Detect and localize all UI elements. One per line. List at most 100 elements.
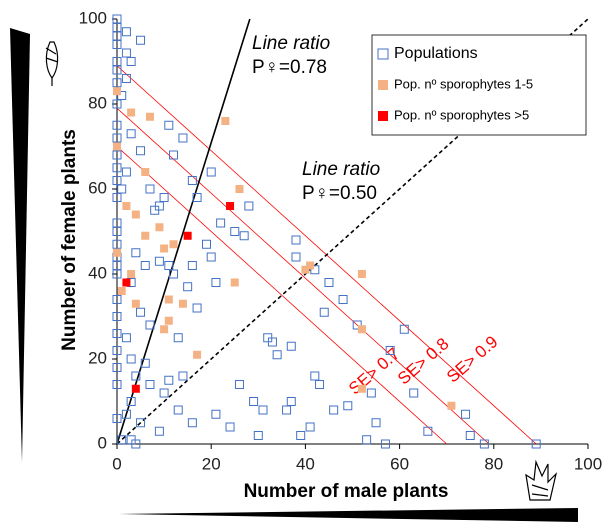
point bbox=[121, 48, 131, 58]
ratio-value-label: P♀=0.78 bbox=[252, 57, 327, 78]
point bbox=[145, 320, 155, 330]
point bbox=[206, 167, 216, 177]
point bbox=[112, 380, 122, 389]
point bbox=[249, 397, 259, 406]
point bbox=[447, 401, 456, 410]
point bbox=[211, 278, 221, 287]
point bbox=[258, 405, 268, 415]
x-tick-label: 0 bbox=[112, 454, 121, 473]
point bbox=[338, 295, 348, 304]
point bbox=[112, 193, 122, 202]
point bbox=[263, 333, 273, 343]
point bbox=[399, 324, 409, 334]
y-axis-label: Number of female plants bbox=[59, 129, 80, 351]
point bbox=[201, 239, 211, 249]
y-tick-label: 80 bbox=[88, 93, 107, 112]
point bbox=[136, 35, 146, 45]
point bbox=[117, 435, 127, 445]
point bbox=[127, 108, 136, 117]
point bbox=[112, 163, 122, 173]
se-line bbox=[116, 107, 490, 445]
point bbox=[310, 265, 320, 275]
legend-label: Pop. nº sporophytes >5 bbox=[394, 107, 529, 122]
point bbox=[131, 299, 140, 308]
point bbox=[159, 388, 169, 398]
point bbox=[164, 295, 173, 304]
ratio-value-label: P♀=0.50 bbox=[302, 183, 377, 204]
point bbox=[319, 307, 329, 317]
point bbox=[154, 201, 164, 211]
point bbox=[296, 431, 306, 440]
point bbox=[164, 120, 174, 130]
x-tick-label: 20 bbox=[202, 454, 221, 473]
point bbox=[126, 57, 136, 66]
point bbox=[183, 231, 192, 240]
point bbox=[112, 329, 122, 338]
point bbox=[178, 371, 188, 381]
point bbox=[159, 193, 169, 202]
point bbox=[131, 248, 141, 258]
point bbox=[230, 278, 239, 287]
se-label: SE> 0.7 bbox=[345, 344, 403, 398]
point bbox=[211, 409, 221, 419]
point bbox=[126, 129, 136, 139]
x-tick-label: 60 bbox=[390, 454, 409, 473]
point bbox=[371, 418, 381, 428]
point bbox=[121, 74, 131, 83]
legend-label: Populations bbox=[394, 45, 478, 62]
ratio-line bbox=[116, 18, 251, 445]
point bbox=[531, 439, 541, 449]
point bbox=[126, 397, 136, 406]
male-plant-icon bbox=[525, 459, 558, 501]
y-tick-label: 40 bbox=[88, 263, 107, 282]
point bbox=[178, 299, 187, 308]
point bbox=[306, 261, 315, 270]
point bbox=[169, 150, 179, 160]
y-tick-label: 0 bbox=[98, 433, 107, 452]
point bbox=[225, 422, 235, 432]
point bbox=[141, 168, 150, 176]
point bbox=[187, 176, 197, 185]
point bbox=[140, 261, 150, 270]
point bbox=[173, 333, 183, 343]
point bbox=[329, 405, 339, 415]
point bbox=[117, 91, 127, 100]
legend-swatch bbox=[378, 111, 388, 121]
point bbox=[122, 202, 131, 210]
female-plant-icon bbox=[45, 41, 59, 86]
point bbox=[145, 184, 155, 194]
point bbox=[235, 185, 244, 193]
point bbox=[192, 193, 202, 202]
point bbox=[112, 312, 122, 321]
point bbox=[380, 439, 390, 449]
point bbox=[164, 316, 173, 325]
point bbox=[291, 235, 301, 245]
point bbox=[362, 435, 372, 445]
point bbox=[164, 261, 174, 270]
point bbox=[193, 350, 202, 359]
point bbox=[112, 133, 122, 143]
point bbox=[155, 223, 164, 232]
point bbox=[352, 320, 362, 330]
point bbox=[169, 269, 179, 279]
point bbox=[154, 256, 164, 266]
point bbox=[112, 269, 122, 279]
point bbox=[117, 184, 127, 194]
point bbox=[117, 287, 126, 295]
point bbox=[136, 418, 146, 428]
point bbox=[112, 65, 122, 75]
point bbox=[192, 303, 202, 313]
point bbox=[206, 252, 216, 262]
se-label: SE> 0.9 bbox=[443, 332, 501, 386]
ratio-line-label: Line ratio bbox=[252, 33, 330, 54]
x-tick-label: 40 bbox=[296, 454, 315, 473]
point bbox=[282, 405, 292, 415]
point bbox=[226, 202, 235, 210]
point bbox=[216, 218, 226, 228]
point bbox=[121, 27, 131, 37]
legend: Populations Pop. nº sporophytes 1-5 Pop. n… bbox=[371, 34, 587, 136]
point bbox=[324, 278, 334, 287]
point bbox=[178, 133, 188, 143]
point bbox=[112, 120, 122, 130]
